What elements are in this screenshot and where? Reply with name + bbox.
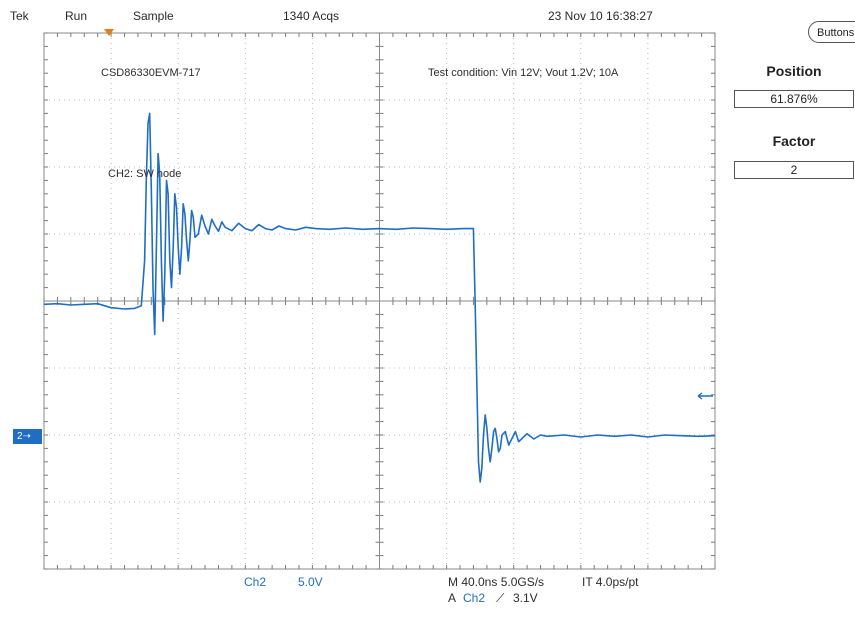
brand-label: Tek <box>10 9 29 23</box>
ch2-trace <box>43 112 716 483</box>
trigger-slope-icon: ⟋ <box>496 591 505 605</box>
ch2-name: Ch2 <box>244 575 267 589</box>
ch2-marker-label: 2 <box>17 431 23 442</box>
graticule-ticks <box>43 32 716 570</box>
buttons-toggle[interactable]: Buttons <box>808 21 855 43</box>
datetime: 23 Nov 10 16:38:27 <box>548 9 653 23</box>
trigger-prefix: A <box>448 591 457 605</box>
arrow-right-icon: ➝ <box>22 431 31 442</box>
factor-title: Factor <box>772 133 816 149</box>
timebase-readout: M 40.0ns 5.0GS/s <box>448 575 545 589</box>
channel-annotation: CH2: SW node <box>108 168 182 180</box>
trigger-level-arrow-icon <box>697 392 713 400</box>
factor-field[interactable]: 2 <box>734 161 854 179</box>
trigger-channel: Ch2 <box>463 591 486 605</box>
condition-annotation: Test condition: Vin 12V; Vout 1.2V; 10A <box>428 67 619 79</box>
record-readout: IT 4.0ps/pt <box>582 575 639 589</box>
ch2-ground-marker[interactable]: 2➝ <box>13 429 42 444</box>
position-title: Position <box>766 63 822 79</box>
trigger-level: 3.1V <box>513 591 538 605</box>
status-bar: Tek Run Sample 1340 Acqs 23 Nov 10 16:38… <box>0 0 720 28</box>
acquisition-mode: Sample <box>133 9 174 23</box>
board-annotation: CSD86330EVM-717 <box>101 67 201 79</box>
run-state: Run <box>65 9 88 23</box>
display-background <box>0 0 722 618</box>
acquisition-count: 1340 Acqs <box>283 9 340 23</box>
ch2-scale: 5.0V <box>298 575 323 589</box>
side-panel: Buttons Position 61.876% Factor 2 <box>722 0 855 618</box>
trigger-position-marker <box>104 29 114 36</box>
position-field[interactable]: 61.876% <box>734 90 854 108</box>
